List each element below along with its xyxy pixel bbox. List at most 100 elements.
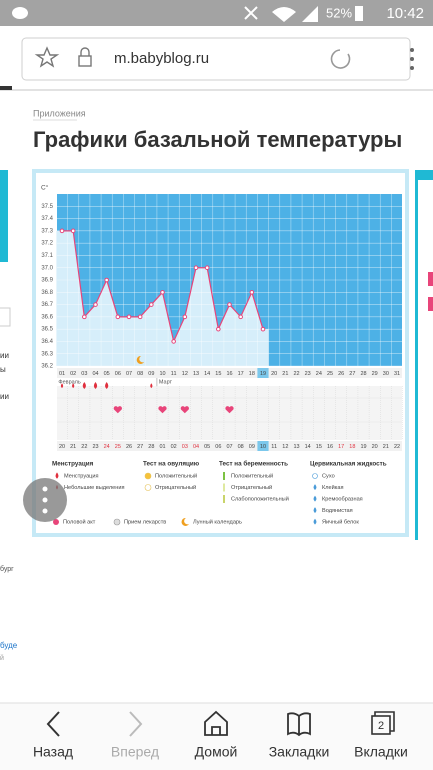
temperature-point [204, 265, 210, 271]
date-label: 22 [81, 444, 87, 450]
legend-item: Слабоположительный [231, 495, 289, 502]
date-row [57, 441, 402, 451]
reload-icon[interactable] [330, 49, 351, 69]
month-label: Февраль [58, 379, 80, 385]
legend-item: Небольшие выделения [64, 485, 125, 491]
date-label: 05 [204, 444, 210, 450]
x-tick-label: 05 [104, 371, 110, 377]
x-tick-label: 11 [171, 371, 177, 377]
temperature-point [260, 326, 266, 332]
bookmarks-icon[interactable] [287, 712, 311, 737]
temperature-point [70, 228, 76, 234]
temperature-point [149, 302, 154, 307]
date-label: 18 [349, 444, 355, 450]
right-fragment [428, 272, 433, 286]
section-link[interactable]: Приложения [33, 108, 86, 118]
date-label: 16 [327, 444, 333, 450]
nav-label[interactable]: Назад [33, 744, 73, 760]
legend-icon [312, 473, 318, 479]
menstruation-mark [72, 383, 75, 389]
x-tick-label: 27 [349, 371, 355, 377]
date-label: 20 [59, 444, 65, 450]
x-tick-label: 16 [226, 371, 232, 377]
date-label: 21 [383, 444, 389, 450]
tabs-icon[interactable] [371, 715, 391, 735]
legend-item: Лунный календарь [193, 518, 242, 525]
x-tick-label: 26 [338, 371, 344, 377]
back-icon[interactable] [46, 711, 60, 737]
date-label: 01 [159, 444, 165, 450]
x-tick-label: 08 [137, 371, 143, 377]
legend-item: Водянистая [322, 508, 353, 514]
nav-label[interactable]: Закладки [269, 744, 330, 760]
date-label: 28 [148, 444, 154, 450]
menstruation-mark [60, 383, 64, 389]
y-tick-label: 36.7 [41, 302, 53, 308]
x-tick-label: 24 [316, 371, 322, 377]
date-label: 07 [226, 444, 232, 450]
y-tick-label: 36.9 [41, 278, 53, 284]
tabs-icon-back [374, 711, 395, 732]
month-label: Март [159, 379, 173, 385]
legend-icon [313, 507, 317, 514]
x-tick-label: 01 [59, 371, 65, 377]
x-tick-label: 22 [293, 371, 299, 377]
left-input [0, 307, 11, 327]
date-label: 09 [249, 444, 255, 450]
legend-item: Половой акт [63, 518, 96, 525]
date-label: 15 [316, 444, 322, 450]
url-field[interactable] [21, 37, 411, 81]
menu-icon[interactable] [410, 48, 414, 70]
y-tick-label: 37.1 [41, 253, 53, 259]
x-tick-label: 19 [260, 371, 266, 377]
temperature-point [171, 339, 176, 344]
temperature-point [227, 302, 232, 307]
signal-icon [302, 6, 318, 22]
x-tick-label: 13 [193, 371, 199, 377]
x-tick-label: 29 [372, 371, 378, 377]
y-tick-label: 36.3 [41, 351, 53, 357]
date-label: 08 [238, 444, 244, 450]
clock: 10:42 [386, 5, 424, 22]
x-tick-label: 12 [182, 371, 188, 377]
intercourse-mark [225, 406, 234, 414]
date-label: 11 [271, 444, 277, 450]
legend-icon [313, 484, 317, 491]
date-label: 13 [293, 444, 299, 450]
forward-icon [129, 711, 143, 737]
legend-item: Отрицательный [231, 484, 272, 491]
bookmark-star[interactable] [34, 46, 60, 68]
home-icon[interactable] [204, 710, 228, 736]
temperature-point [93, 302, 98, 307]
nav-label[interactable]: Вкладки [354, 744, 408, 760]
y-tick-label: 37.2 [41, 241, 53, 247]
url[interactable]: m.babyblog.ru [114, 50, 209, 67]
temperature-point [82, 314, 87, 320]
legend-item: Прием лекарств [124, 519, 166, 525]
legend-icon [223, 483, 225, 492]
temperature-point [137, 314, 143, 320]
x-tick-label: 10 [159, 371, 165, 377]
legend-item: Клейкая [322, 484, 343, 491]
floating-menu-dots [42, 486, 48, 514]
temperature-point [193, 265, 199, 271]
intercourse-mark [180, 406, 189, 414]
notification-icon [12, 7, 28, 19]
highlight [257, 368, 269, 378]
battery-icon [355, 6, 363, 21]
temperature-point [104, 277, 109, 283]
toolbar-shadow [0, 89, 433, 91]
page-fragment [0, 86, 12, 90]
date-label: 03 [182, 444, 188, 450]
date-label: 26 [126, 444, 132, 450]
temperature-point [249, 289, 255, 295]
temperature-point [182, 314, 188, 320]
nav-label[interactable]: Домой [195, 744, 238, 760]
x-tick-label: 14 [204, 371, 210, 377]
legend-item: Отрицательный [155, 484, 196, 491]
legend-item: Менструация [64, 473, 99, 479]
temperature-point [126, 314, 132, 320]
date-label: 25 [115, 444, 121, 450]
lunar-mark [136, 355, 145, 364]
lock-shackle [80, 47, 90, 56]
